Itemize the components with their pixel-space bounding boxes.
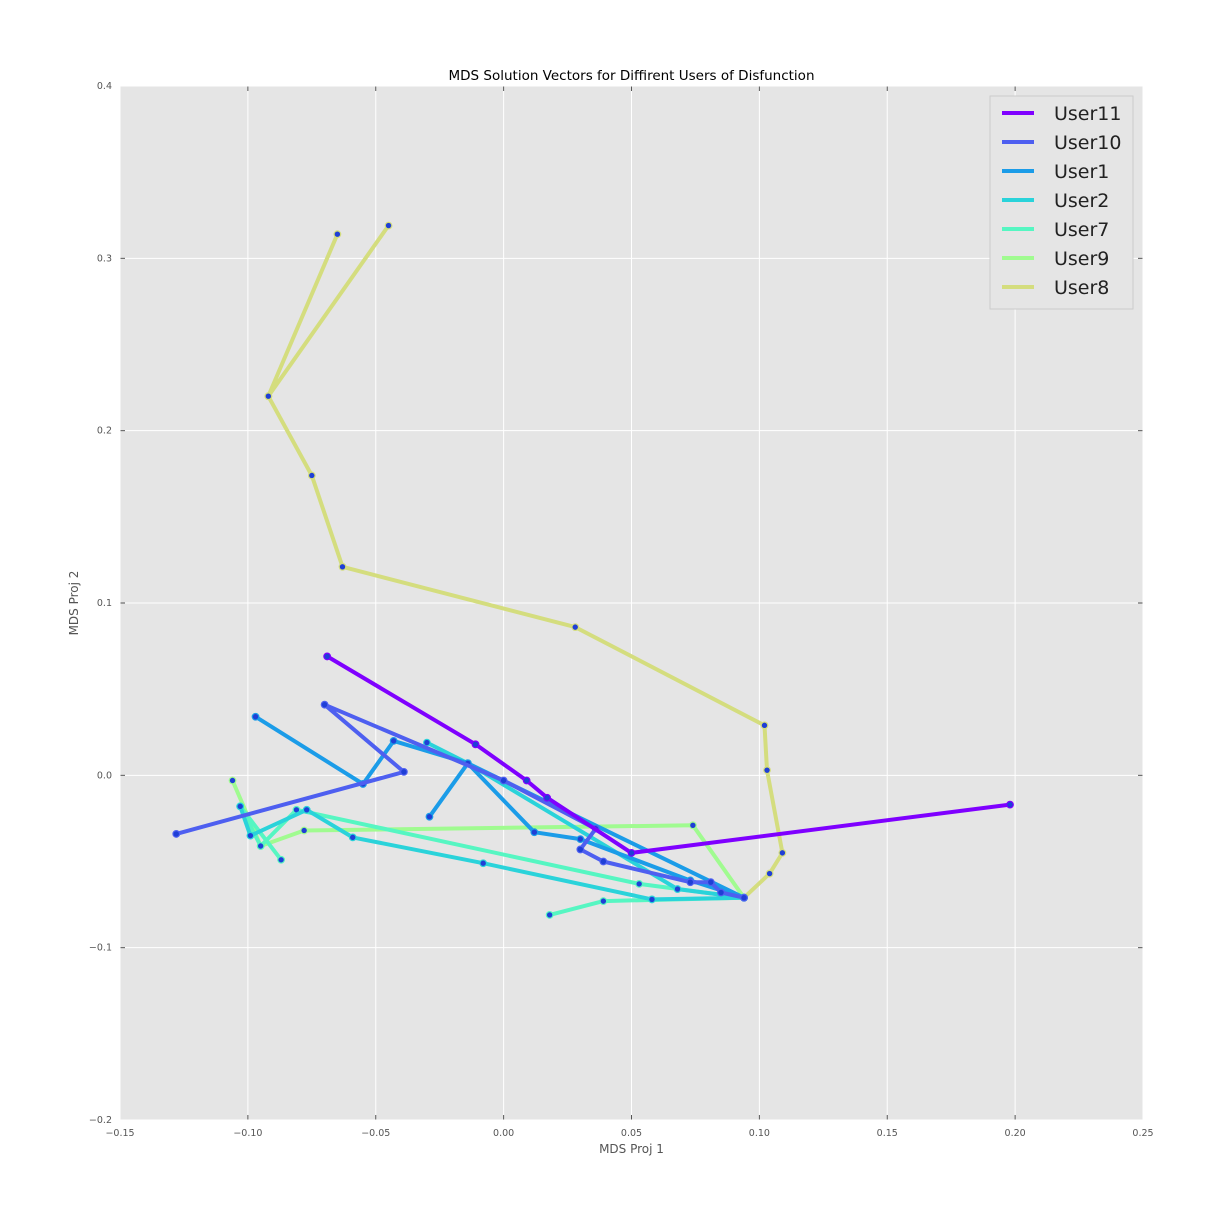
x-tick-label: 0.20 <box>1005 1128 1026 1139</box>
y-tick-label: −0.2 <box>89 1115 112 1126</box>
plot-frame <box>119 85 1144 1121</box>
series-line-user11 <box>325 654 1012 855</box>
y-tick-label: −0.1 <box>89 943 112 954</box>
data-point <box>522 776 531 785</box>
data-point <box>320 700 329 709</box>
data-point <box>384 221 393 230</box>
tick-labels: −0.15 −0.10 −0.05 0.00 0.05 0.10 0.15 0.20 0.25 −… <box>89 81 1154 1139</box>
data-point <box>686 878 695 887</box>
legend-label: User11 <box>1054 103 1121 125</box>
x-tick-label: 0.10 <box>749 1128 770 1139</box>
legend-item: User11 <box>1002 103 1121 125</box>
legend-item: User2 <box>1002 190 1109 212</box>
data-point <box>399 767 408 776</box>
y-tick-label: 0.2 <box>97 426 112 437</box>
data-point <box>251 712 260 721</box>
data-point <box>530 828 539 837</box>
data-point <box>576 845 585 854</box>
legend-item: User9 <box>1002 248 1109 270</box>
data-point <box>300 826 309 835</box>
chart-title: MDS Solution Vectors for Diffirent Users… <box>448 68 814 84</box>
data-point <box>348 833 357 842</box>
data-point <box>307 471 316 480</box>
data-point <box>338 562 347 571</box>
y-tick-label: 0.0 <box>97 770 112 781</box>
x-tick-label: 0.00 <box>493 1128 514 1139</box>
legend-label: User9 <box>1054 248 1109 270</box>
data-point <box>236 802 245 811</box>
data-point <box>246 831 255 840</box>
x-tick-label: 0.05 <box>621 1128 642 1139</box>
x-tick-label: 0.25 <box>1132 1128 1153 1139</box>
legend-item: User8 <box>1002 277 1109 299</box>
data-point <box>389 736 398 745</box>
data-point <box>765 869 774 878</box>
data-point <box>740 893 748 902</box>
data-point <box>599 857 608 866</box>
data-point <box>333 230 342 239</box>
data-point <box>673 885 682 893</box>
series-line-user2 <box>238 740 746 902</box>
data-point <box>264 392 273 401</box>
data-point <box>499 776 508 785</box>
data-point <box>706 878 715 887</box>
data-point <box>1006 800 1014 809</box>
x-tick-label: −0.05 <box>361 1128 390 1139</box>
data-point <box>302 805 311 814</box>
data-point <box>425 812 434 821</box>
data-point <box>256 842 265 850</box>
y-tick-label: 0.3 <box>97 253 112 264</box>
x-tick-label: −0.10 <box>233 1128 262 1139</box>
legend-box <box>989 95 1134 310</box>
x-tick-label: 0.15 <box>877 1128 898 1139</box>
data-point <box>763 766 771 775</box>
data-point <box>599 897 608 906</box>
series-line-user8 <box>266 223 785 900</box>
data-point <box>323 652 332 661</box>
series-user10 <box>172 700 748 902</box>
legend-label: User2 <box>1054 190 1109 212</box>
data-point <box>717 888 725 897</box>
data-point <box>571 623 580 632</box>
series-user11 <box>323 652 1014 857</box>
legend-label: User8 <box>1054 277 1109 299</box>
legend-label: User1 <box>1054 161 1109 183</box>
data-point <box>543 793 552 802</box>
data-point <box>688 821 697 830</box>
legend-item: User10 <box>1002 132 1121 154</box>
legend-item: User1 <box>1002 161 1109 183</box>
legend-item: User7 <box>1002 219 1109 241</box>
data-point <box>172 830 181 838</box>
legend: User11 User10 User1 User2 User7 User9 User8 <box>989 95 1134 310</box>
y-tick-label: 0.4 <box>97 81 112 92</box>
x-tick-label: −0.15 <box>105 1128 134 1139</box>
series-line-user1 <box>253 714 746 900</box>
data-point <box>760 721 769 730</box>
data-point <box>778 848 787 857</box>
legend-label: User10 <box>1054 132 1121 154</box>
data-point <box>545 911 554 919</box>
data-point <box>648 895 656 904</box>
data-point <box>627 848 636 857</box>
data-point <box>479 859 488 868</box>
y-tick-label: 0.1 <box>97 598 112 609</box>
data-point <box>576 835 585 843</box>
data-point <box>635 880 644 888</box>
data-point <box>228 776 237 785</box>
x-axis-label: MDS Proj 1 <box>599 1142 664 1156</box>
series-layer <box>119 85 1144 1121</box>
data-point <box>471 740 480 749</box>
y-axis-label: MDS Proj 2 <box>67 571 81 636</box>
legend-label: User7 <box>1054 219 1109 241</box>
data-point <box>277 855 286 864</box>
